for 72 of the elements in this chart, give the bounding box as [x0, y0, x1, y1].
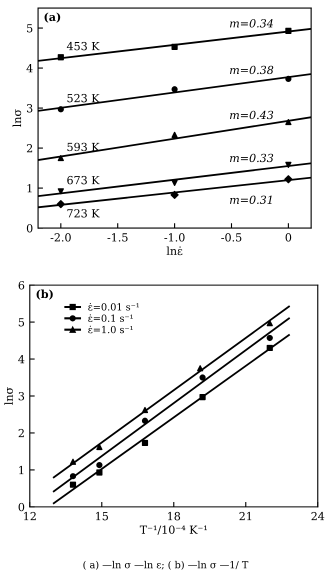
y-tick-label: 4: [18, 355, 24, 364]
x-tick-label: -1.0: [164, 233, 185, 242]
x-tick-label: 18: [168, 512, 180, 520]
point: [172, 180, 178, 186]
point: [266, 320, 273, 326]
point: [58, 154, 64, 162]
legend-label: ε̇=0.01 s⁻¹: [88, 302, 139, 311]
point: [172, 86, 178, 92]
x-tick-label: 12: [24, 512, 36, 520]
y-tick-label: 0: [26, 224, 32, 232]
point: [170, 190, 179, 199]
legend-label: ε̇=1.0 s⁻¹: [88, 326, 133, 334]
point: [172, 132, 178, 138]
point: [142, 440, 148, 446]
y-tick-label: 3: [18, 392, 24, 400]
y-tick-label: 0: [18, 502, 24, 512]
point: [199, 394, 206, 400]
annotation: m=0.31: [230, 196, 272, 204]
point: [58, 54, 64, 60]
annotation: m=0.43: [230, 110, 274, 120]
text: ( a) —ln σ —ln ε; ( b) —ln σ —1/ T: [83, 560, 248, 570]
y-tick-label: 2: [18, 428, 24, 438]
point: [70, 458, 76, 465]
point: [96, 444, 102, 450]
x-tick-label: 0: [286, 233, 292, 242]
point: [285, 162, 292, 168]
point: [96, 469, 102, 476]
series-label: 723 K: [67, 209, 100, 218]
annotation: m=0.34: [230, 19, 273, 28]
annotation: (b): [36, 290, 53, 300]
y-tick-label: 2: [26, 144, 32, 152]
annotation: m=0.38: [230, 66, 274, 74]
point: [58, 106, 64, 112]
point: [56, 200, 65, 208]
point: [285, 118, 292, 126]
y-tick-label: 4: [26, 64, 33, 72]
annotation: (a): [44, 12, 60, 23]
x-tick-label: 21: [239, 512, 252, 520]
point: [266, 344, 273, 352]
x-tick-label: -1.5: [107, 233, 128, 242]
x-axis-title: lnε̇: [166, 246, 182, 256]
x-tick-label: -2.0: [50, 233, 71, 242]
y-axis-title: lnσ: [12, 109, 22, 127]
y-tick-label: 5: [27, 24, 32, 32]
point: [142, 406, 148, 414]
point: [96, 462, 102, 468]
annotation: m=0.33: [230, 154, 274, 162]
x-axis-title: T⁻¹/10⁻⁴ K⁻¹: [140, 525, 207, 535]
y-tick-label: 1: [19, 466, 24, 474]
y-axis-title: lnσ: [4, 387, 13, 405]
x-tick-label: -0.5: [221, 233, 242, 242]
series-label: 673 K: [67, 176, 100, 184]
legend-label: ε̇=0.1 s⁻¹: [88, 314, 133, 322]
point: [285, 28, 292, 34]
point: [70, 473, 76, 480]
point: [142, 418, 148, 424]
point: [266, 334, 273, 342]
point: [70, 482, 76, 488]
point: [172, 44, 178, 50]
y-tick-label: 6: [18, 281, 24, 290]
point: [58, 188, 64, 194]
point: [199, 374, 206, 381]
series-label: 523 K: [67, 94, 100, 102]
x-tick-label: 24: [311, 512, 324, 520]
y-tick-label: 5: [18, 318, 24, 326]
point: [284, 175, 292, 184]
x-tick-label: 15: [96, 512, 108, 520]
y-tick-label: 3: [26, 104, 32, 112]
point: [285, 76, 292, 82]
point: [197, 365, 204, 372]
series-label: 453 K: [66, 42, 100, 50]
y-tick-label: 1: [27, 184, 32, 192]
